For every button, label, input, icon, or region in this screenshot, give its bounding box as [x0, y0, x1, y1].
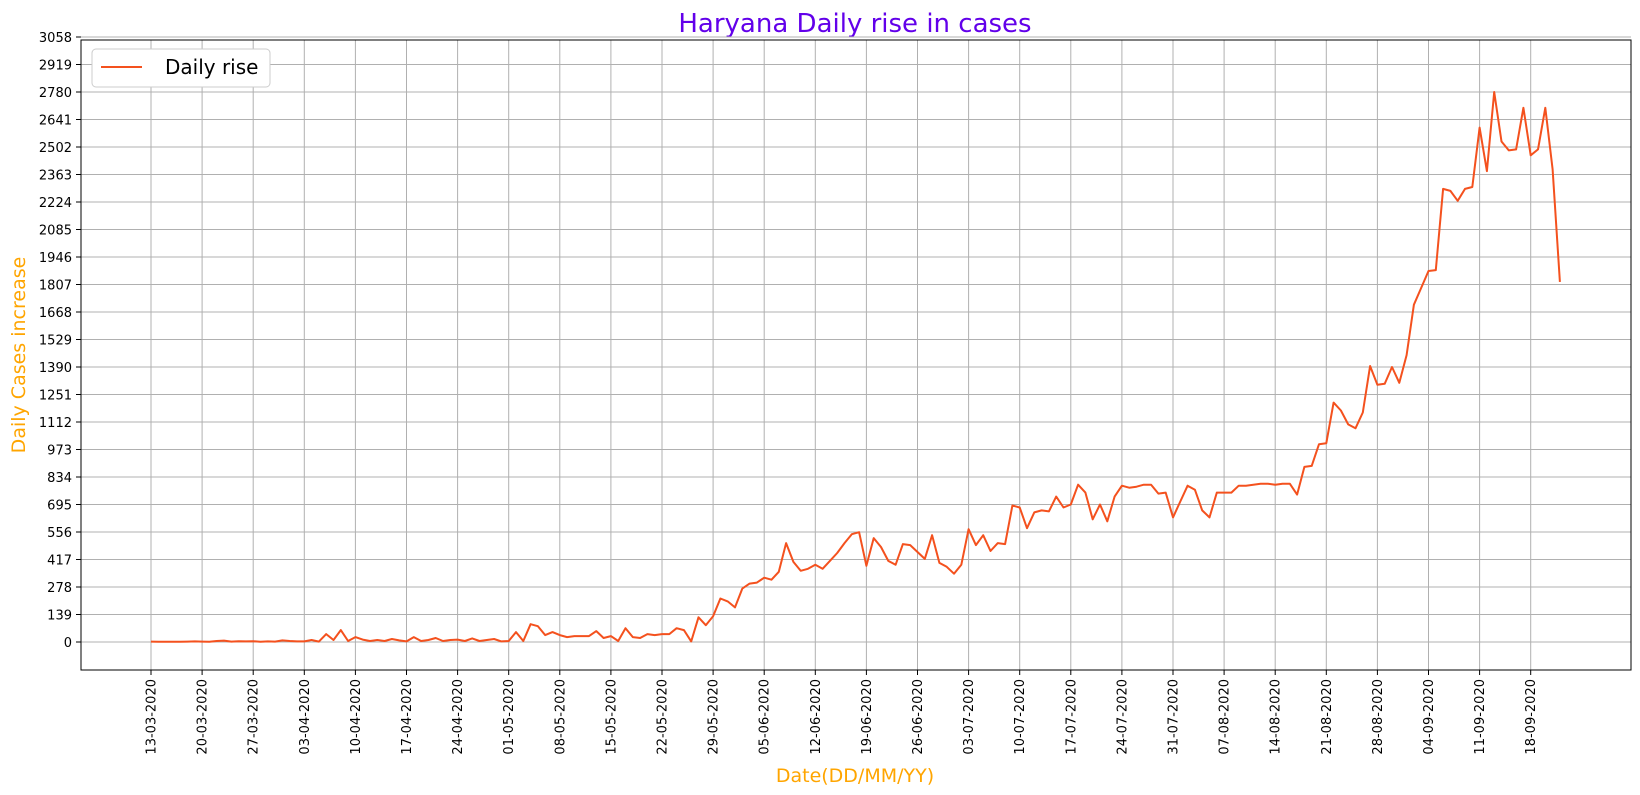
x-tick-label: 17-04-2020 [400, 679, 415, 755]
x-tick-label: 08-05-2020 [553, 679, 568, 755]
x-tick-label: 15-05-2020 [604, 679, 619, 755]
y-tick-label: 695 [47, 499, 72, 514]
x-tick-label: 29-05-2020 [707, 679, 722, 755]
y-tick-label: 1946 [39, 251, 72, 266]
legend-box [91, 48, 271, 88]
y-tick-label: 417 [47, 554, 72, 569]
chart-title: Haryana Daily rise in cases [678, 9, 1031, 39]
y-tick-label: 2780 [39, 86, 72, 101]
y-axis-label: Daily Cases increase [8, 257, 30, 454]
x-tick-label: 11-09-2020 [1473, 679, 1488, 755]
series-line-daily-rise [150, 91, 1561, 643]
y-tick-label: 1251 [39, 389, 72, 404]
plot-frame [80, 39, 1632, 671]
x-tick-label: 24-04-2020 [451, 679, 466, 755]
x-tick-label: 14-08-2020 [1269, 679, 1284, 755]
x-tick-label: 05-06-2020 [758, 679, 773, 755]
x-tick-label: 18-09-2020 [1524, 679, 1539, 755]
x-tick-label: 26-06-2020 [911, 679, 926, 755]
x-tick-label: 04-09-2020 [1422, 679, 1437, 755]
y-tick-label: 834 [47, 471, 72, 486]
y-tick-label: 139 [47, 609, 72, 624]
x-axis: 13-03-2020 20-03-2020 27-03-2020 03-04-2020… [145, 670, 1539, 755]
x-tick-label: 03-04-2020 [298, 679, 313, 755]
x-tick-label: 22-05-2020 [656, 679, 671, 755]
x-tick-label: 13-03-2020 [145, 679, 160, 755]
x-axis-label: Date(DD/MM/YY) [776, 765, 934, 787]
y-tick-label: 2085 [39, 224, 72, 239]
x-tick-label: 17-07-2020 [1064, 679, 1079, 755]
x-tick-label: 12-06-2020 [809, 679, 824, 755]
x-tick-label: 31-07-2020 [1167, 679, 1182, 755]
x-tick-label: 03-07-2020 [962, 679, 977, 755]
y-tick-label: 2363 [39, 169, 72, 184]
x-tick-label: 10-07-2020 [1013, 679, 1028, 755]
y-tick-label: 2641 [39, 114, 72, 129]
x-tick-label: 07-08-2020 [1218, 679, 1233, 755]
y-tick-label: 2224 [39, 196, 72, 211]
y-axis: 0 139 278 417 556 695 834 973 1112 1251 1390 1529 16… [39, 31, 81, 651]
grid [81, 36, 1631, 670]
y-tick-label: 278 [47, 581, 72, 596]
y-tick-label: 2502 [39, 141, 72, 156]
y-tick-label: 1390 [39, 361, 72, 376]
y-tick-label: 556 [47, 526, 72, 541]
x-tick-label: 27-03-2020 [247, 679, 262, 755]
x-tick-label: 19-06-2020 [860, 679, 875, 755]
y-tick-label: 0 [64, 636, 72, 651]
x-tick-label: 28-08-2020 [1371, 679, 1386, 755]
y-tick-label: 1529 [39, 334, 72, 349]
y-tick-label: 1112 [39, 416, 72, 431]
series-layer [150, 91, 1561, 643]
x-tick-label: 01-05-2020 [502, 679, 517, 755]
x-tick-label: 24-07-2020 [1115, 679, 1130, 755]
y-tick-label: 973 [47, 444, 72, 459]
x-tick-label: 10-04-2020 [349, 679, 364, 755]
y-tick-label: 1807 [39, 279, 72, 294]
x-tick-label: 20-03-2020 [196, 679, 211, 755]
y-tick-label: 3058 [39, 31, 72, 46]
legend-label-daily-rise: Daily rise [165, 55, 258, 79]
legend: Daily rise [91, 48, 271, 88]
y-tick-label: 1668 [39, 306, 72, 321]
y-tick-label: 2919 [39, 59, 72, 74]
x-tick-label: 21-08-2020 [1320, 679, 1335, 755]
